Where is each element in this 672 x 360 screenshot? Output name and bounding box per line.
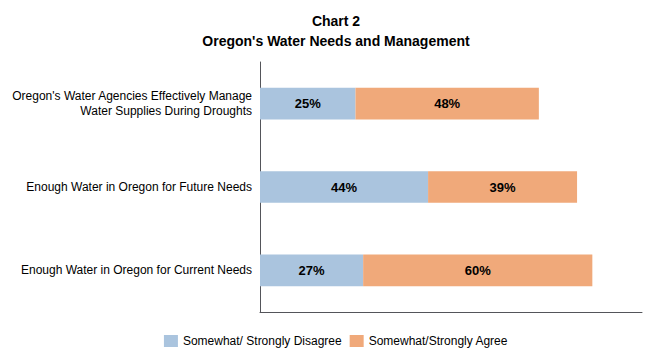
svg-text:Enough Water in Oregon for Fut: Enough Water in Oregon for Future Needs [26, 180, 252, 194]
svg-text:Water Supplies During Droughts: Water Supplies During Droughts [80, 104, 252, 118]
svg-text:48%: 48% [434, 96, 460, 111]
svg-text:44%: 44% [331, 180, 357, 195]
svg-text:60%: 60% [465, 263, 491, 278]
svg-text:27%: 27% [299, 263, 325, 278]
svg-text:Somewhat/ Strongly Disagree: Somewhat/ Strongly Disagree [183, 334, 342, 348]
svg-text:Enough Water in Oregon for Cur: Enough Water in Oregon for Current Needs [21, 263, 252, 277]
svg-text:Oregon's Water Needs and Manag: Oregon's Water Needs and Management [202, 33, 470, 49]
svg-text:39%: 39% [490, 180, 516, 195]
svg-text:25%: 25% [295, 96, 321, 111]
svg-text:Somewhat/Strongly Agree: Somewhat/Strongly Agree [369, 334, 508, 348]
svg-text:Chart 2: Chart 2 [312, 13, 360, 29]
svg-text:Oregon's Water Agencies Effect: Oregon's Water Agencies Effectively Mana… [12, 89, 252, 103]
